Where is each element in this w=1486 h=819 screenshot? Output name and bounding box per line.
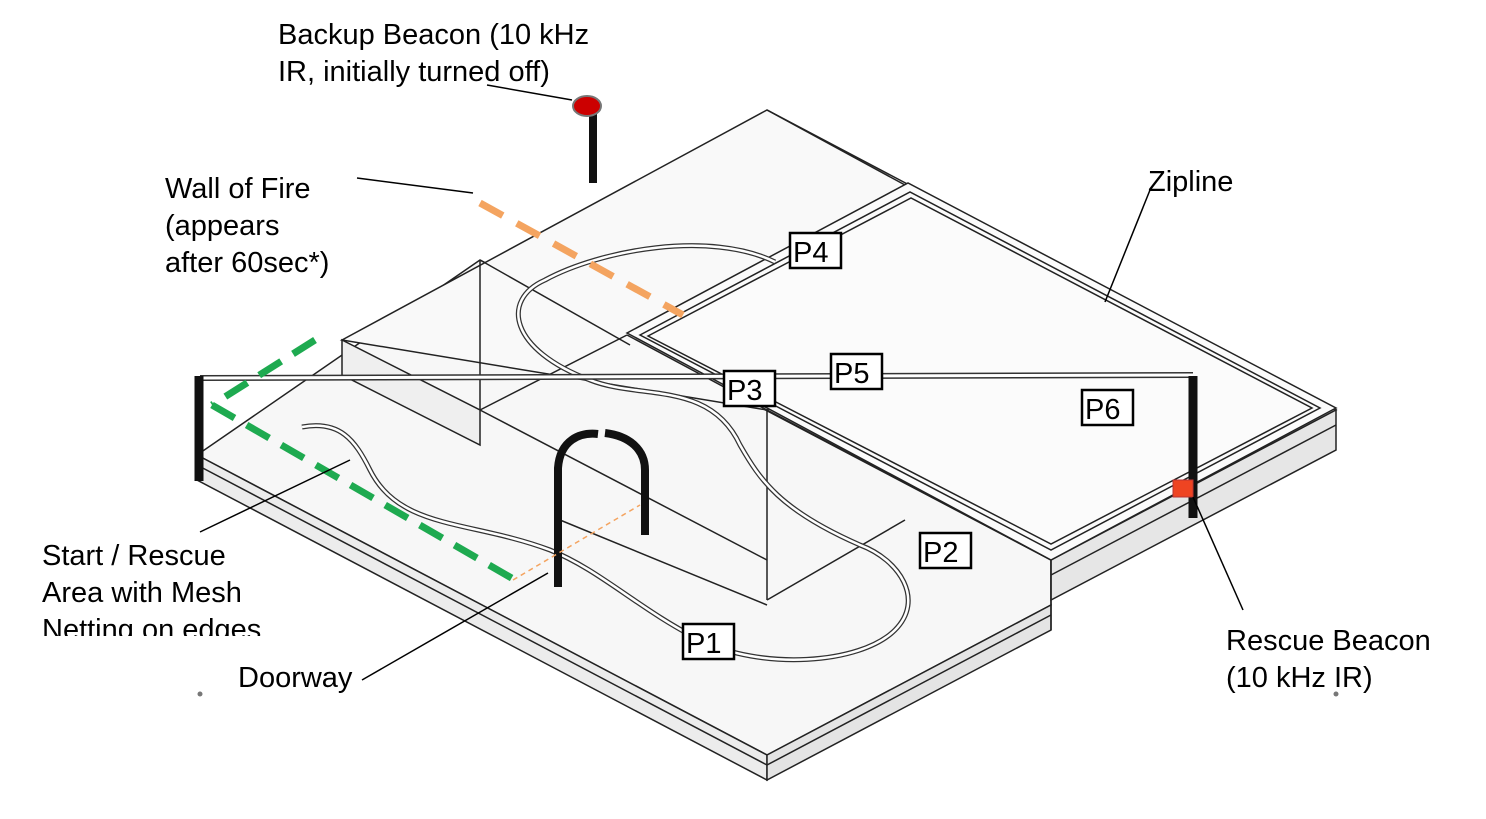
position-label-p3: P3 xyxy=(727,375,762,407)
position-box-p5 xyxy=(829,352,884,391)
doorway-threshold xyxy=(512,504,641,581)
rescue-beacon-label-line1: Rescue Beacon xyxy=(1226,625,1431,657)
wall-of-fire-label-line3: after 60sec*) xyxy=(165,247,330,279)
wall-of-fire-line xyxy=(478,199,685,319)
start-rescue-area-label: Start / Rescue Area with Mesh Netting on… xyxy=(42,538,261,636)
backup-beacon-label: Backup Beacon (10 kHz IR, initially turn… xyxy=(278,17,589,91)
track-path xyxy=(301,243,911,663)
wall-of-fire-label-line1: Wall of Fire xyxy=(165,173,311,205)
backup-beacon-icon xyxy=(572,95,602,117)
start-rescue-label-line1: Start / Rescue xyxy=(42,540,226,572)
position-markers xyxy=(681,231,1135,661)
position-label-p6: P6 xyxy=(1085,394,1120,426)
wall-of-fire-label-line2: (appears xyxy=(165,210,280,242)
position-box-p6 xyxy=(1080,388,1135,427)
position-box-p3 xyxy=(722,369,777,408)
rescue-beacon-label-line2: (10 kHz IR) xyxy=(1226,662,1373,694)
start-rescue-label-line3: Netting on edges xyxy=(42,614,262,636)
start-mesh-netting xyxy=(210,337,517,584)
leader-lines xyxy=(199,84,1244,681)
zipline-label: Zipline xyxy=(1148,166,1234,198)
doorway-arch xyxy=(554,429,649,587)
position-label-p2: P2 xyxy=(923,537,958,569)
position-box-p2 xyxy=(918,531,973,570)
wall-of-fire-label: Wall of Fire (appears after 60sec*) xyxy=(165,171,329,282)
zipline-wire xyxy=(199,372,1194,381)
position-box-p1 xyxy=(681,622,736,661)
position-label-p5: P5 xyxy=(834,358,869,390)
doorway-label: Doorway xyxy=(238,662,353,694)
rescue-beacon-label: Rescue Beacon (10 kHz IR) xyxy=(1226,623,1431,697)
stray-dot xyxy=(1333,691,1339,697)
start-rescue-label-line2: Area with Mesh xyxy=(42,577,242,609)
stray-dot xyxy=(197,691,203,697)
rescue-beacon-icon xyxy=(1172,479,1194,498)
position-label-p4: P4 xyxy=(793,237,828,269)
position-box-p4 xyxy=(788,231,843,270)
backup-beacon-label-line2: IR, initially turned off) xyxy=(278,56,550,88)
backup-beacon-label-line1: Backup Beacon (10 kHz xyxy=(278,19,590,51)
position-label-p1: P1 xyxy=(686,628,721,660)
